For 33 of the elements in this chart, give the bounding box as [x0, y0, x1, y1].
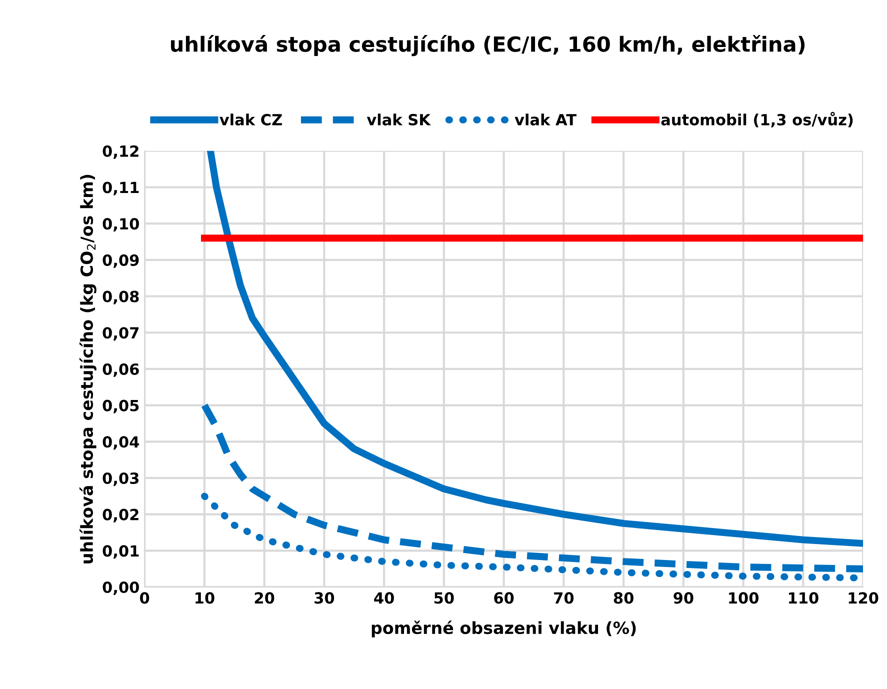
legend-label: vlak CZ: [220, 114, 282, 126]
x-tick-label: 60: [494, 592, 514, 604]
legend-label: automobil (1,3 os/vůz): [661, 112, 853, 128]
y-tick-label: 0,06: [102, 363, 139, 377]
y-tick-label: 0,09: [102, 254, 139, 268]
y-tick-label: 0,01: [102, 545, 139, 559]
x-tick-label: 100: [729, 592, 759, 604]
x-tick-label: 50: [434, 592, 454, 604]
y-tick-label: 0,12: [102, 145, 138, 159]
x-axis-title: poměrné obsazeni vlaku (%): [372, 620, 636, 638]
y-tick-label: 0,00: [102, 581, 139, 595]
y-tick-label: 0,03: [102, 472, 139, 486]
y-tick-label: 0,05: [102, 400, 139, 414]
x-tick-label: 120: [848, 592, 878, 604]
y-tick-label: 0,10: [102, 218, 139, 232]
x-tick-label: 110: [788, 592, 818, 604]
y-tick-label: 0,11: [102, 182, 139, 196]
y-tick-label: 0,07: [102, 327, 139, 341]
x-tick-label: 90: [674, 592, 694, 604]
x-tick-label: 10: [196, 592, 214, 604]
legend-label: vlak SK: [366, 114, 431, 126]
x-tick-label: 40: [374, 592, 394, 604]
x-tick-label: 80: [614, 592, 634, 604]
y-axis-title: uhlíková stopa cestujícího (kg CO$_{2}$/os km): [79, 174, 96, 564]
legend-label: vlak AT: [514, 114, 576, 126]
x-tick-label: 70: [554, 592, 574, 604]
x-tick-label: 30: [314, 592, 334, 604]
y-tick-label: 0,08: [102, 290, 139, 304]
y-tick-label: 0,04: [102, 436, 140, 450]
x-tick-label: 0: [140, 592, 150, 604]
y-tick-label: 0,02: [102, 508, 138, 522]
chart-title: uhlíková stopa cestujícího (EC/IC, 160 km/h, elektřina): [170, 35, 805, 56]
x-tick-label: 20: [254, 592, 274, 604]
